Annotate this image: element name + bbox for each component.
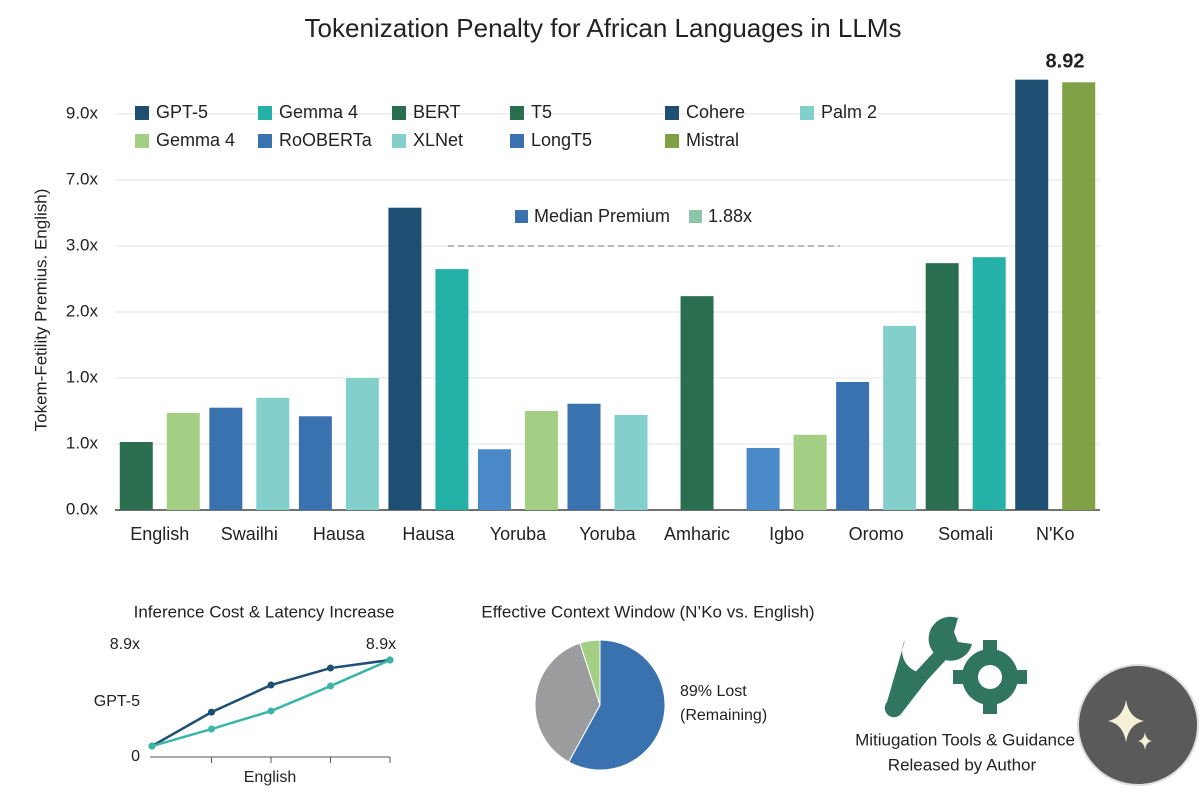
legend-label: Gemma 4 bbox=[279, 102, 358, 122]
bar bbox=[793, 434, 827, 510]
legend-swatch bbox=[135, 134, 149, 148]
y-tick-label: 7.0x bbox=[66, 169, 99, 188]
top-annotation: 8.92 bbox=[1046, 50, 1085, 72]
pie-title: Effective Context Window (N’Ko vs. Engli… bbox=[481, 602, 814, 621]
pie-annotation: 89% Lost bbox=[680, 683, 747, 700]
point bbox=[267, 681, 275, 689]
legend-label: RoOBERTa bbox=[279, 130, 373, 150]
legend-swatch bbox=[258, 106, 272, 120]
y-tick-label: 3.0x bbox=[66, 235, 99, 254]
bar bbox=[435, 269, 469, 510]
legend-swatch bbox=[800, 106, 814, 120]
point bbox=[327, 664, 334, 672]
bar bbox=[166, 412, 200, 510]
bar bbox=[567, 403, 601, 510]
pie-slice bbox=[534, 642, 601, 763]
x-tick-label: Hausa bbox=[402, 524, 455, 544]
point bbox=[208, 708, 215, 716]
gear-teeth bbox=[953, 640, 1027, 714]
gear-hole bbox=[978, 665, 1002, 689]
bar bbox=[1015, 79, 1049, 511]
line bbox=[151, 658, 391, 748]
x-tick-label: N'Ko bbox=[1036, 524, 1074, 544]
legend-label: Cohere bbox=[686, 102, 745, 122]
bar bbox=[836, 381, 870, 510]
y-axis-label: Tokem-Fetility Premius. English) bbox=[31, 189, 50, 432]
x-tick-label: Oromo bbox=[849, 524, 904, 544]
bar bbox=[746, 447, 780, 510]
point bbox=[148, 742, 156, 750]
y-tick-label: 2.0x bbox=[66, 301, 99, 320]
x-tick-label: Somali bbox=[938, 524, 993, 544]
bar bbox=[209, 407, 243, 510]
median-value: 1.88x bbox=[708, 206, 752, 226]
bar bbox=[614, 414, 648, 510]
median-label: Median Premium bbox=[534, 206, 670, 226]
bar bbox=[256, 397, 290, 510]
legend-label: BERT bbox=[413, 102, 461, 122]
legend-swatch bbox=[665, 106, 679, 120]
y-tick-label: 8.9x bbox=[110, 636, 140, 653]
tools-icon bbox=[884, 616, 1018, 718]
bar bbox=[680, 296, 714, 510]
legend-swatch bbox=[258, 134, 272, 148]
x-tick-label: English bbox=[130, 524, 189, 544]
bar bbox=[119, 442, 153, 510]
bar bbox=[345, 378, 379, 510]
x-tick-label: Hausa bbox=[313, 524, 366, 544]
legend-swatch bbox=[665, 134, 679, 148]
bar bbox=[925, 263, 959, 510]
point bbox=[386, 656, 394, 664]
point bbox=[327, 682, 334, 690]
legend-label: XLNet bbox=[413, 130, 463, 150]
legend-swatch bbox=[689, 210, 702, 223]
legend-swatch bbox=[510, 106, 524, 120]
y-tick-label: 0 bbox=[131, 748, 140, 765]
bar bbox=[298, 416, 332, 510]
x-tick-label: Swailhi bbox=[221, 524, 278, 544]
bar bbox=[972, 257, 1006, 510]
legend-swatch bbox=[135, 106, 149, 120]
x-tick-label: Yoruba bbox=[579, 524, 636, 544]
legend-label: Gemma 4 bbox=[156, 130, 235, 150]
mitigation-text: Released by Author bbox=[888, 755, 1037, 774]
chart-title: Tokenization Penalty for African Languag… bbox=[305, 13, 902, 43]
pie-slice bbox=[568, 639, 666, 771]
point bbox=[267, 707, 275, 715]
y-tick-label: 1.0x bbox=[66, 367, 99, 386]
legend-swatch bbox=[392, 134, 406, 148]
point bbox=[208, 725, 215, 733]
pie-slice bbox=[579, 639, 601, 706]
bar bbox=[477, 449, 511, 510]
legend-swatch bbox=[515, 210, 528, 223]
line-annotation: 8.9x bbox=[366, 636, 396, 653]
bar bbox=[524, 411, 558, 510]
line-title: Inference Cost & Latency Increase bbox=[134, 602, 395, 621]
x-tick-label: Amharic bbox=[664, 524, 730, 544]
x-axis-label: English bbox=[244, 769, 296, 786]
y-tick-label: 0.0x bbox=[66, 499, 99, 518]
assistant-button[interactable] bbox=[1077, 664, 1199, 786]
legend-label: LongT5 bbox=[531, 130, 592, 150]
line bbox=[151, 658, 391, 748]
legend-label: Palm 2 bbox=[821, 102, 877, 122]
legend-swatch bbox=[510, 134, 524, 148]
y-tick-label: GPT-5 bbox=[94, 693, 140, 710]
y-tick-label: 9.0x bbox=[66, 103, 99, 122]
legend-label: T5 bbox=[531, 102, 552, 122]
bar bbox=[883, 325, 917, 510]
bar bbox=[1062, 82, 1096, 510]
legend-swatch bbox=[392, 106, 406, 120]
x-tick-label: Igbo bbox=[769, 524, 804, 544]
sparkle-icon bbox=[1108, 700, 1144, 742]
bar bbox=[388, 207, 422, 510]
legend-label: Mistral bbox=[686, 130, 739, 150]
mitigation-text: Mitiugation Tools & Guidance bbox=[855, 730, 1075, 749]
x-tick-label: Yoruba bbox=[490, 524, 547, 544]
sparkle-icon bbox=[1138, 732, 1152, 750]
pie-annotation: (Remaining) bbox=[680, 707, 767, 724]
legend-label: GPT-5 bbox=[156, 102, 208, 122]
y-tick-label: 1.0x bbox=[66, 433, 99, 452]
